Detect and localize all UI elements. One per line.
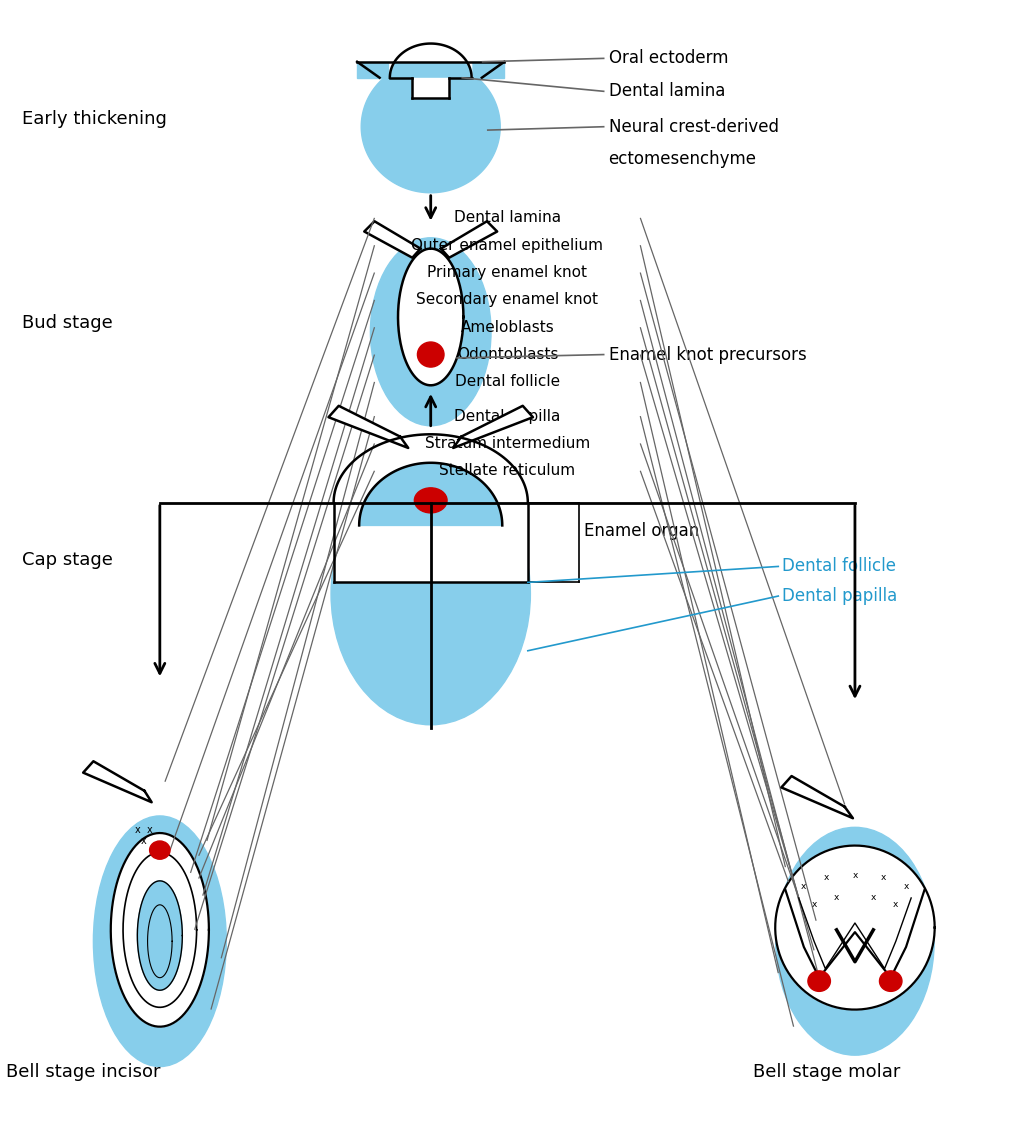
Text: Enamel organ: Enamel organ (584, 522, 699, 540)
Text: Enamel knot precursors: Enamel knot precursors (609, 346, 807, 363)
Text: x: x (802, 882, 807, 891)
Ellipse shape (808, 971, 830, 991)
Text: Stratum intermedium: Stratum intermedium (424, 436, 590, 451)
Text: Dental follicle: Dental follicle (455, 375, 560, 389)
Polygon shape (111, 833, 209, 1027)
Ellipse shape (417, 341, 444, 367)
Polygon shape (361, 61, 500, 193)
Text: Cap stage: Cap stage (22, 550, 113, 569)
Polygon shape (398, 249, 463, 385)
Polygon shape (137, 880, 182, 990)
Text: x: x (880, 872, 887, 882)
Polygon shape (328, 405, 408, 448)
Text: Secondary enamel knot: Secondary enamel knot (416, 292, 599, 307)
Text: x: x (834, 893, 839, 902)
Polygon shape (441, 222, 497, 258)
Text: Dental papilla: Dental papilla (782, 587, 898, 605)
Text: Dental lamina: Dental lamina (609, 82, 725, 100)
Text: Dental follicle: Dental follicle (782, 557, 897, 576)
Text: x: x (852, 870, 858, 879)
Text: x: x (812, 900, 817, 909)
Text: Oral ectoderm: Oral ectoderm (609, 49, 728, 67)
Ellipse shape (414, 488, 447, 513)
Ellipse shape (879, 971, 902, 991)
Text: x: x (140, 836, 147, 846)
Text: x: x (147, 825, 153, 835)
Text: x: x (134, 825, 140, 835)
Polygon shape (390, 43, 472, 78)
Text: Stellate reticulum: Stellate reticulum (440, 464, 575, 478)
Polygon shape (453, 405, 533, 448)
Text: Neural crest-derived: Neural crest-derived (609, 118, 779, 136)
Text: Dental lamina: Dental lamina (454, 210, 561, 225)
Ellipse shape (331, 463, 530, 725)
Polygon shape (781, 777, 853, 818)
Text: Bud stage: Bud stage (22, 314, 113, 331)
Text: x: x (824, 872, 829, 882)
Ellipse shape (370, 238, 491, 426)
Text: x: x (870, 893, 876, 902)
Text: x: x (893, 900, 899, 909)
Ellipse shape (93, 815, 227, 1067)
Polygon shape (83, 762, 152, 803)
Text: x: x (903, 882, 909, 891)
Polygon shape (364, 222, 420, 258)
Ellipse shape (776, 827, 934, 1055)
Polygon shape (359, 463, 502, 525)
Text: Outer enamel epithelium: Outer enamel epithelium (411, 238, 604, 252)
Text: Primary enamel knot: Primary enamel knot (427, 265, 587, 280)
Text: Bell stage incisor: Bell stage incisor (6, 1063, 161, 1081)
Text: Bell stage molar: Bell stage molar (752, 1063, 900, 1081)
Polygon shape (412, 78, 449, 98)
Polygon shape (775, 845, 935, 1010)
Ellipse shape (150, 841, 170, 859)
Text: Ameloblasts: Ameloblasts (460, 320, 555, 335)
Polygon shape (357, 62, 504, 78)
Text: Dental papilla: Dental papilla (454, 409, 561, 424)
Text: ectomesenchyme: ectomesenchyme (609, 150, 756, 168)
Text: Early thickening: Early thickening (22, 110, 167, 128)
Text: Odontoblasts: Odontoblasts (457, 347, 559, 362)
Polygon shape (333, 434, 528, 582)
